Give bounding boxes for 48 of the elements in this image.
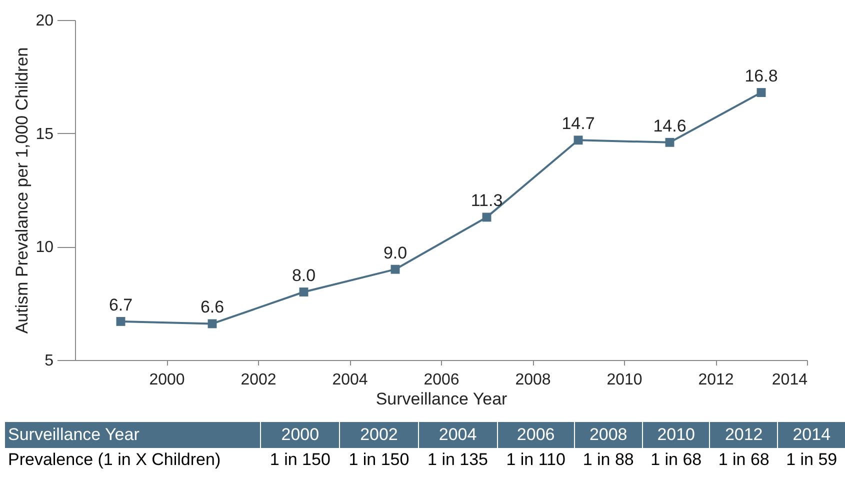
text: 2002 (340, 422, 418, 448)
point (756, 88, 766, 98)
text: 1 in 150 (340, 448, 418, 472)
text: Prevalence (1 in X Children) (7, 449, 222, 471)
y-tick-label: 20 (36, 12, 54, 30)
point (390, 264, 400, 274)
text: 2010 (642, 422, 710, 448)
text: 1 in 68 (642, 448, 710, 472)
point (116, 316, 126, 326)
text: Surveillance Year (5, 422, 261, 448)
x-tick-label: 2010 (606, 372, 642, 388)
data-label: 8.0 (292, 266, 316, 285)
x-axis-title: Surveillance Year (376, 390, 508, 408)
text: 2006 (497, 422, 574, 448)
point (665, 138, 674, 147)
x-tick-label: 2002 (240, 372, 276, 388)
y-axis-title: Autism Prevalance per 1,000 Children (12, 47, 32, 334)
x-tick-label: 2012 (698, 372, 734, 388)
data-label: 6.7 (108, 295, 133, 314)
data-label: 14.6 (653, 116, 686, 136)
data-label: 14.7 (562, 114, 595, 134)
x-tick-label: 2006 (424, 372, 460, 388)
text: 1 in 135 (418, 448, 498, 472)
x-tick-label: 2000 (149, 372, 185, 388)
text: 2008 (574, 422, 642, 448)
text: 2000 (260, 422, 340, 448)
data-label: 11.3 (470, 191, 503, 210)
point (208, 319, 217, 328)
data-label: 6.6 (200, 298, 224, 317)
data-label: 16.8 (744, 66, 778, 86)
y-tick-label: 10 (36, 239, 54, 256)
text: 1 in 88 (574, 448, 642, 472)
text: 1 in 59 (778, 448, 845, 472)
text: 1 in 150 (260, 448, 340, 472)
text: 1 in 110 (497, 448, 574, 472)
text: 2012 (710, 422, 778, 448)
text: 1 in 68 (710, 448, 778, 472)
x-tick-label: 2014 (772, 372, 808, 388)
text: 2004 (418, 422, 498, 448)
y-tick-label: 5 (44, 352, 54, 370)
x-tick-label: 2008 (515, 372, 551, 388)
point (299, 288, 308, 296)
point (574, 136, 583, 145)
data-label: 9.0 (383, 243, 408, 262)
point (482, 212, 492, 222)
y-tick-label: 15 (36, 126, 54, 143)
text: 2014 (778, 422, 845, 448)
x-tick-label: 2004 (332, 372, 368, 388)
